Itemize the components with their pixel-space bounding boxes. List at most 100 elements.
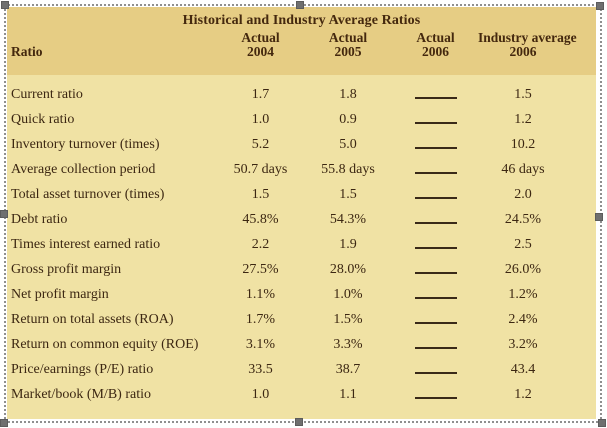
value-cell-blank bbox=[393, 110, 478, 129]
value-cell-blank bbox=[393, 185, 478, 204]
blank-answer-line bbox=[414, 210, 457, 224]
value-cell: 1.7 bbox=[251, 86, 270, 102]
ratio-label: Total asset turnover (times) bbox=[11, 186, 165, 202]
ratio-label: Net profit margin bbox=[11, 286, 109, 302]
value-cell: 2.0 bbox=[514, 186, 532, 202]
value-cell-blank bbox=[393, 385, 478, 404]
value-cell: 10.2 bbox=[510, 136, 536, 152]
value-column-header-1: Actual 2004 bbox=[241, 30, 280, 59]
value-column-header-2: Actual 2005 bbox=[328, 30, 368, 59]
ratio-label: Return on common equity (ROE) bbox=[11, 336, 199, 352]
selection-handle-top-left[interactable] bbox=[1, 1, 9, 9]
value-cell: 24.5% bbox=[504, 211, 542, 227]
value-cell-blank bbox=[393, 360, 478, 379]
value-cell: 5.2 bbox=[251, 136, 270, 152]
value-cell: 0.9 bbox=[339, 111, 357, 127]
value-cell: 1.0 bbox=[251, 386, 270, 402]
value-cell: 1.1 bbox=[339, 386, 357, 402]
value-cell: 26.0% bbox=[504, 261, 542, 277]
blank-answer-line bbox=[414, 310, 457, 324]
value-cell: 1.0 bbox=[251, 111, 270, 127]
value-cell-blank bbox=[393, 335, 478, 354]
value-cell: 1.2% bbox=[508, 286, 538, 302]
selection-handle-bottom-left[interactable] bbox=[0, 419, 8, 427]
table-row: Quick ratio 1.0 0.9 1.2 bbox=[7, 107, 596, 132]
blank-answer-line bbox=[414, 110, 457, 124]
value-cell: 1.5 bbox=[514, 86, 532, 102]
table-row: Debt ratio 45.8% 54.3% 24.5% bbox=[7, 207, 596, 232]
value-cell-blank bbox=[393, 135, 478, 154]
selection-handle-right-middle[interactable] bbox=[595, 213, 603, 221]
blank-answer-line bbox=[414, 135, 457, 149]
value-cell: 28.0% bbox=[329, 261, 367, 277]
value-cell: 3.1% bbox=[245, 336, 276, 352]
value-cell: 2.4% bbox=[508, 311, 538, 327]
value-cell: 55.8 days bbox=[321, 161, 375, 177]
value-cell: 1.2 bbox=[514, 111, 532, 127]
table-title: Historical and Industry Average Ratios bbox=[182, 13, 421, 28]
value-cell: 3.2% bbox=[508, 336, 538, 352]
table-row: Average collection period 50.7 days 55.8 d… bbox=[7, 157, 596, 182]
table-row: Gross profit margin 27.5% 28.0% 26.0% bbox=[7, 257, 596, 282]
value-cell: 50.7 days bbox=[233, 161, 288, 177]
table-row: Market/book (M/B) ratio 1.0 1.1 1.2 bbox=[7, 382, 596, 407]
ratio-label: Current ratio bbox=[11, 86, 83, 102]
value-cell: 46 days bbox=[501, 161, 545, 177]
value-cell-blank bbox=[393, 210, 478, 229]
blank-answer-line bbox=[414, 360, 457, 374]
ratio-label: Times interest earned ratio bbox=[11, 236, 161, 252]
blank-answer-line bbox=[414, 235, 457, 249]
table-row: Return on total assets (ROA) 1.7% 1.5% 2.4% bbox=[7, 307, 596, 332]
table-row: Net profit margin 1.1% 1.0% 1.2% bbox=[7, 282, 596, 307]
table-row: Inventory turnover (times) 5.2 5.0 10.2 bbox=[7, 132, 596, 157]
selection-handle-top-right[interactable] bbox=[596, 2, 604, 10]
value-cell-blank bbox=[393, 285, 478, 304]
value-cell: 2.2 bbox=[251, 236, 270, 252]
value-cell: 1.2 bbox=[514, 386, 532, 402]
blank-answer-line bbox=[414, 85, 457, 99]
table-row: Times interest earned ratio 2.2 1.9 2.5 bbox=[7, 232, 596, 257]
selection-handle-bottom-middle[interactable] bbox=[295, 418, 303, 426]
value-cell: 43.4 bbox=[510, 361, 536, 377]
table-row: Return on common equity (ROE) 3.1% 3.3% 3.2… bbox=[7, 332, 596, 357]
value-column-header-3: Actual 2006 bbox=[416, 30, 455, 59]
table-body: Current ratio 1.7 1.8 1.5 Quick ratio 1.0 0.9 1… bbox=[7, 75, 596, 407]
selection-handle-left-middle[interactable] bbox=[0, 210, 8, 218]
value-cell: 1.5% bbox=[333, 311, 363, 327]
value-cell-blank bbox=[393, 260, 478, 279]
blank-answer-line bbox=[414, 185, 457, 199]
blank-answer-line bbox=[414, 260, 457, 274]
selection-handle-bottom-right[interactable] bbox=[598, 419, 606, 427]
value-cell: 45.8% bbox=[242, 211, 279, 227]
value-cell: 3.3% bbox=[333, 336, 363, 352]
ratio-column-header: Ratio bbox=[11, 44, 43, 59]
ratios-table-image[interactable]: Historical and Industry Average Ratios R… bbox=[7, 7, 596, 419]
value-cell: 1.5 bbox=[339, 186, 357, 202]
value-cell: 1.7% bbox=[245, 311, 276, 327]
table-row: Total asset turnover (times) 1.5 1.5 2.0 bbox=[7, 182, 596, 207]
value-cell-blank bbox=[393, 85, 478, 104]
value-cell: 1.1% bbox=[245, 286, 276, 302]
blank-answer-line bbox=[414, 335, 457, 349]
ratio-label: Debt ratio bbox=[11, 211, 68, 227]
blank-answer-line bbox=[414, 160, 457, 174]
value-cell: 1.9 bbox=[339, 236, 357, 252]
blank-answer-line bbox=[414, 385, 457, 399]
value-cell: 38.7 bbox=[335, 361, 361, 377]
value-column-header-4: Industry average 2006 bbox=[478, 30, 577, 59]
value-cell-blank bbox=[393, 160, 478, 179]
ratio-label: Average collection period bbox=[11, 161, 156, 177]
value-cell: 33.5 bbox=[248, 361, 273, 377]
ratio-label: Quick ratio bbox=[11, 111, 75, 127]
value-cell: 27.5% bbox=[242, 261, 279, 277]
ratio-label: Gross profit margin bbox=[11, 261, 122, 277]
table-row: Price/earnings (P/E) ratio 33.5 38.7 43.4 bbox=[7, 357, 596, 382]
table-header-band: Historical and Industry Average Ratios R… bbox=[7, 7, 596, 75]
selection-handle-top-middle[interactable] bbox=[296, 1, 304, 9]
ratio-label: Price/earnings (P/E) ratio bbox=[11, 361, 154, 377]
value-cell: 54.3% bbox=[329, 211, 367, 227]
ratio-label: Return on total assets (ROA) bbox=[11, 311, 174, 327]
value-cell-blank bbox=[393, 310, 478, 329]
value-cell: 1.5 bbox=[251, 186, 270, 202]
